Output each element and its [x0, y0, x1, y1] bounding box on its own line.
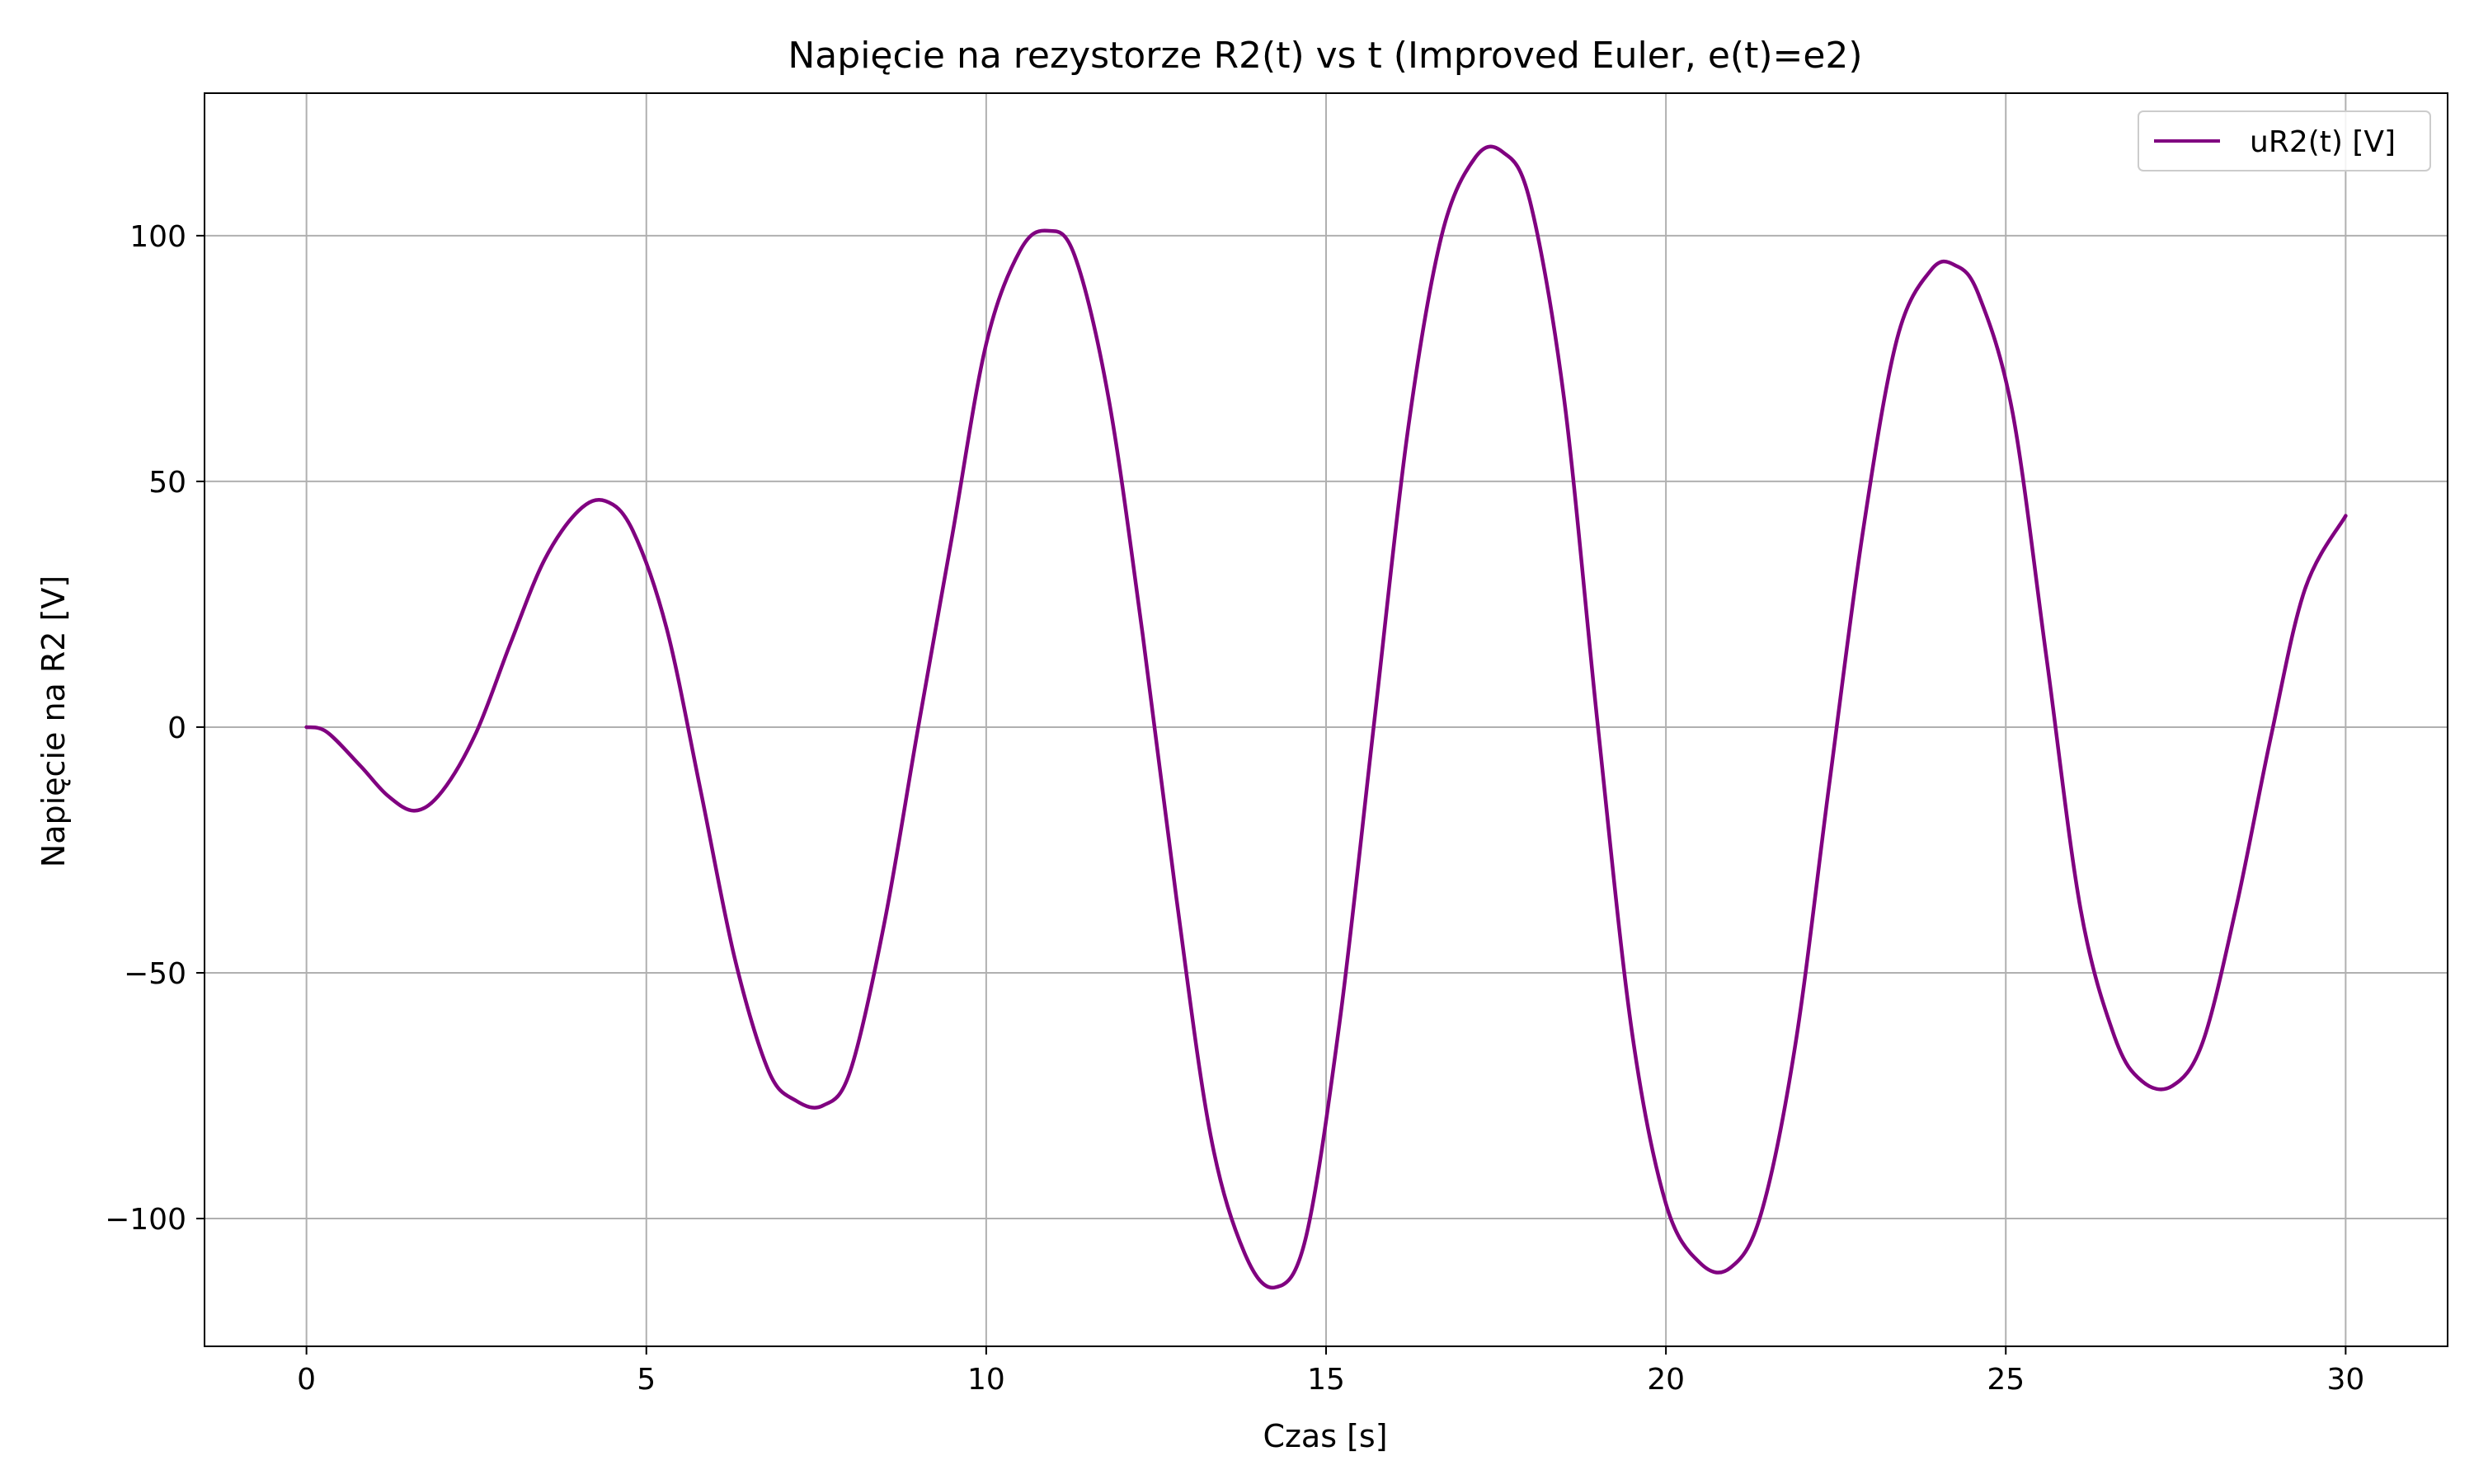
legend-label: uR2(t) [V] [2250, 125, 2396, 159]
y-tick-label: 0 [167, 711, 186, 745]
plot-lines [304, 144, 2348, 1290]
x-tick-label: 0 [297, 1363, 316, 1397]
y-tick-label: 100 [129, 220, 186, 254]
x-tick-label: 15 [1307, 1363, 1345, 1397]
x-tick-label: 10 [967, 1363, 1005, 1397]
y-axis-label: Napięcie na R2 [V] [35, 575, 72, 867]
series-line-0 [304, 144, 2348, 1290]
y-tick-label: −50 [124, 957, 186, 991]
y-tick-label: 50 [148, 466, 186, 500]
x-tick-label: 30 [2326, 1363, 2364, 1397]
y-axis: −100 −50 0 50 100 [105, 220, 205, 1237]
chart-title: Napięcie na rezystorze R2(t) vs t (Impro… [788, 35, 1862, 77]
x-axis: 0 5 10 15 20 25 30 [297, 1346, 2364, 1397]
x-axis-label: Czas [s] [1263, 1418, 1387, 1454]
x-tick-label: 25 [1987, 1363, 2025, 1397]
x-tick-label: 5 [637, 1363, 656, 1397]
legend: uR2(t) [V] [2138, 110, 2431, 171]
grid [205, 93, 2448, 1346]
legend-box [2138, 110, 2431, 171]
y-tick-label: −100 [105, 1203, 186, 1237]
x-tick-label: 20 [1647, 1363, 1685, 1397]
